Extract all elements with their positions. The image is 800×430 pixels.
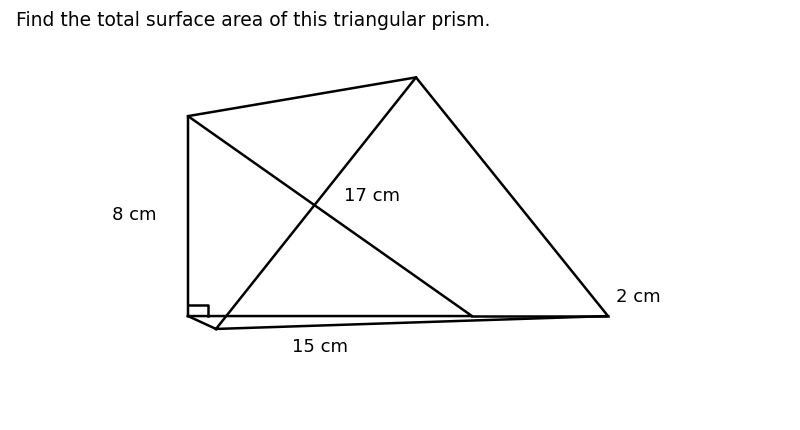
- Text: 8 cm: 8 cm: [111, 206, 156, 224]
- Text: 2 cm: 2 cm: [616, 288, 661, 306]
- Text: 17 cm: 17 cm: [344, 187, 400, 205]
- Text: Find the total surface area of this triangular prism.: Find the total surface area of this tria…: [16, 11, 490, 30]
- Text: 15 cm: 15 cm: [292, 338, 348, 356]
